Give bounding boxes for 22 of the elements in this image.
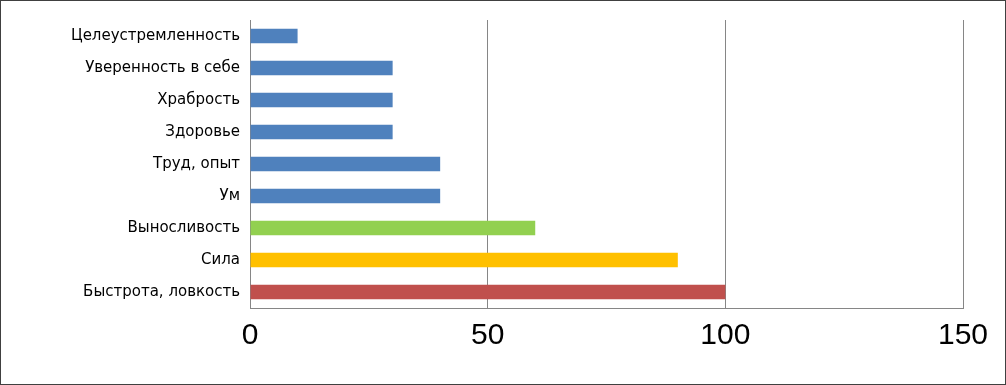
x-tick-label: 100: [700, 317, 751, 351]
bar: [250, 28, 298, 44]
y-tick-label: Труд, опыт: [152, 153, 241, 172]
bar: [250, 284, 726, 300]
y-tick-label: Здоровье: [165, 121, 241, 140]
bar: [250, 60, 393, 76]
y-tick-label: Выносливость: [127, 217, 241, 236]
y-tick-label: Целеустремленность: [70, 25, 241, 44]
y-tick-label: Ум: [219, 185, 241, 204]
y-tick-label: Сила: [201, 249, 241, 268]
bar: [250, 220, 536, 236]
bar: [250, 92, 393, 108]
y-tick-label: Быстрота, ловкость: [83, 281, 241, 300]
bar: [250, 252, 678, 268]
x-tick-label: 50: [471, 317, 505, 351]
bar: [250, 124, 393, 140]
bar: [250, 188, 441, 204]
x-tick-label: 150: [937, 317, 989, 351]
y-tick-label: Храбрость: [157, 89, 241, 108]
bar: [250, 156, 441, 172]
x-tick-label: 0: [241, 317, 259, 351]
y-tick-label: Уверенность в себе: [85, 57, 241, 76]
